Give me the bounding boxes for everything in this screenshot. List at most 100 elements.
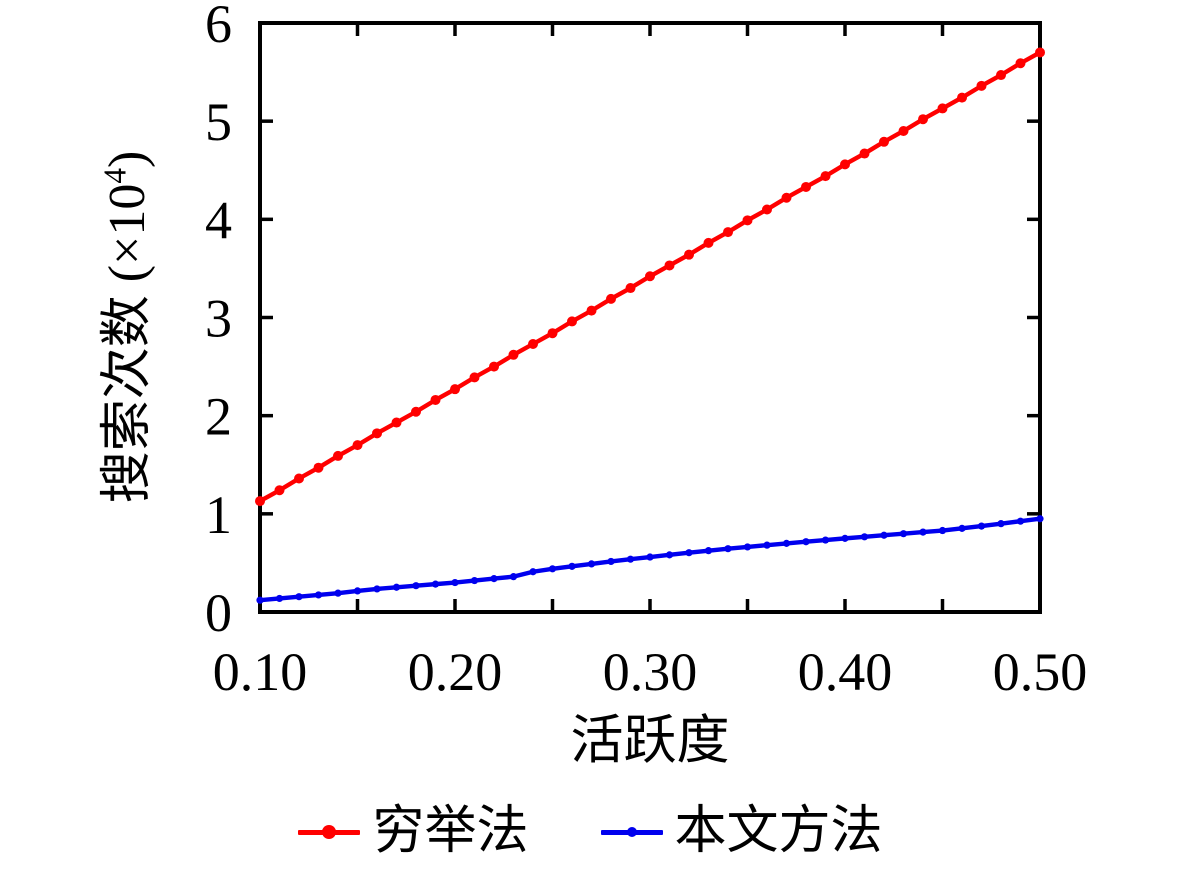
series-marker-0 [586, 305, 597, 316]
series-marker-0 [606, 293, 616, 304]
series-marker-0 [840, 159, 850, 170]
series-marker-1 [256, 596, 264, 604]
series-marker-1 [353, 587, 362, 595]
blue-circle-marker-icon [626, 827, 637, 837]
series-marker-1 [919, 528, 927, 536]
series-marker-1 [802, 538, 810, 546]
series-marker-0 [898, 125, 909, 136]
series-marker-0 [742, 215, 753, 226]
series-marker-1 [782, 539, 791, 547]
series-marker-0 [489, 361, 499, 372]
series-marker-0 [313, 462, 324, 473]
series-marker-0 [976, 80, 987, 91]
series-marker-0 [430, 394, 441, 405]
series-marker-1 [295, 593, 303, 601]
legend-item-exhaustive-method: 穷举法 [298, 803, 529, 860]
series-marker-1 [1036, 515, 1044, 523]
plot-frame [258, 21, 1042, 614]
series-marker-1 [841, 534, 849, 542]
y-axis-label-text: 搜索次数 (×10 [99, 183, 156, 504]
series-marker-1 [938, 526, 947, 535]
x-tick-label: 0.50 [993, 642, 1088, 702]
series-marker-1 [626, 555, 635, 563]
y-tick-label: 2 [205, 387, 232, 447]
legend-label: 本文方法 [674, 803, 883, 860]
series-marker-1 [490, 575, 498, 583]
series-marker-1 [821, 536, 830, 544]
series-marker-1 [724, 545, 732, 553]
series-marker-0 [918, 114, 928, 125]
series-marker-1 [275, 594, 284, 603]
y-axis-label: 搜索次数 (×104) [93, 77, 163, 577]
series-marker-1 [958, 524, 966, 532]
series-marker-0 [274, 485, 285, 496]
series-marker-1 [373, 585, 381, 593]
series-marker-1 [587, 560, 596, 568]
series-marker-0 [859, 148, 870, 159]
series-marker-1 [529, 568, 537, 576]
series-marker-0 [411, 406, 421, 417]
series-marker-1 [704, 547, 713, 555]
y-tick-label: 6 [205, 0, 232, 54]
series-marker-0 [703, 237, 714, 248]
series-marker-0 [255, 496, 265, 507]
series-marker-1 [334, 589, 342, 597]
series-marker-1 [568, 562, 576, 570]
y-tick-label: 1 [205, 485, 232, 545]
series-marker-0 [723, 227, 733, 238]
series-marker-1 [412, 582, 420, 590]
series-marker-0 [684, 249, 694, 260]
series-marker-0 [508, 349, 519, 360]
series-marker-0 [1035, 47, 1045, 58]
series-marker-1 [743, 543, 752, 551]
series-marker-0 [1015, 58, 1026, 69]
series-marker-0 [294, 473, 304, 484]
series-marker-0 [333, 450, 343, 461]
series-marker-1 [860, 533, 869, 541]
red-circle-marker-icon [322, 825, 337, 839]
series-marker-1 [451, 578, 459, 587]
series-marker-1 [685, 549, 693, 557]
series-marker-0 [372, 428, 382, 439]
series-marker-0 [664, 260, 675, 271]
series-marker-0 [450, 384, 460, 395]
y-axis-label-suffix: ) [99, 150, 156, 169]
legend-sample-red [298, 823, 361, 841]
series-marker-1 [509, 573, 518, 581]
series-marker-1 [1016, 517, 1025, 525]
legend-item-proposed-method: 本文方法 [600, 803, 883, 860]
x-tick-label: 0.10 [213, 642, 308, 702]
series-marker-0 [567, 316, 577, 327]
series-marker-0 [625, 283, 636, 294]
series-marker-0 [801, 181, 811, 192]
series-marker-0 [879, 136, 889, 147]
series-marker-0 [762, 204, 772, 215]
series-marker-1 [548, 565, 557, 573]
series-marker-0 [957, 92, 967, 103]
series-marker-0 [645, 271, 655, 282]
series-marker-1 [977, 522, 986, 530]
x-tick-label: 0.30 [603, 642, 698, 702]
series-marker-0 [820, 171, 831, 182]
series-marker-1 [899, 530, 908, 538]
series-marker-1 [607, 557, 615, 566]
series-marker-0 [352, 440, 363, 451]
x-tick-label: 0.20 [408, 642, 503, 702]
series-marker-1 [431, 580, 440, 588]
y-tick-label: 5 [205, 92, 232, 152]
series-marker-0 [937, 103, 948, 114]
series-marker-0 [996, 70, 1006, 81]
y-tick-label: 4 [205, 190, 232, 250]
series-marker-1 [665, 551, 674, 559]
legend-label: 穷举法 [372, 803, 529, 860]
x-axis-label: 活跃度 [570, 712, 730, 770]
series-marker-1 [470, 576, 479, 585]
series-marker-1 [880, 531, 888, 539]
series-marker-1 [314, 591, 323, 599]
series-marker-1 [646, 553, 654, 561]
series-marker-1 [392, 583, 401, 591]
series-marker-1 [997, 520, 1005, 528]
y-tick-label: 3 [205, 289, 232, 349]
